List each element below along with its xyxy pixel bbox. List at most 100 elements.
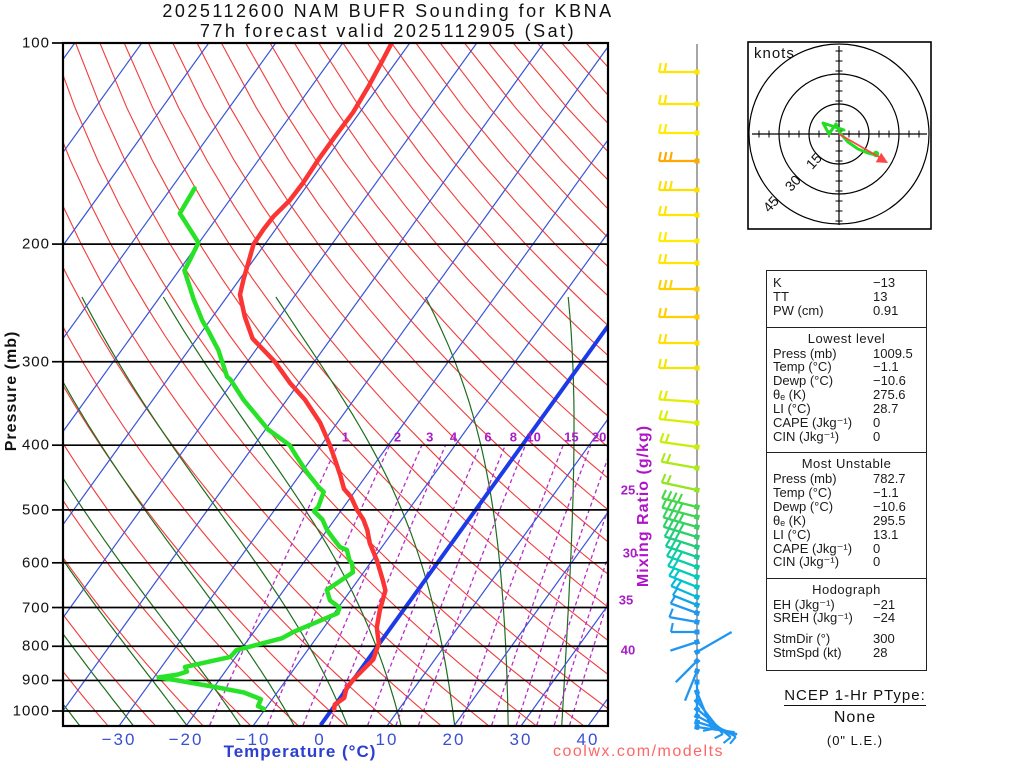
- wind-barb: [657, 62, 700, 75]
- wind-barb-feather: [662, 508, 669, 518]
- wind-barb-feather: [660, 473, 667, 483]
- wind-barb: [657, 231, 700, 244]
- mixing-ratio-line: [417, 444, 527, 726]
- wind-barb-feather: [672, 559, 679, 569]
- dry-adiabat-line: [63, 499, 251, 726]
- indices-box: K −13 TT 13 PW (cm) 0.91: [766, 270, 927, 328]
- isotherm-line: [63, 43, 210, 247]
- wind-barb-feather: [663, 94, 668, 105]
- wind-barb-feather: [663, 180, 668, 191]
- mixing-ratio-value-label: 1: [341, 429, 349, 445]
- dry-adiabat-line: [269, 43, 608, 448]
- wind-barb: [657, 94, 700, 107]
- temperature-tick-label: 20: [442, 730, 466, 749]
- mixing-ratio-value-label: 2: [393, 429, 402, 445]
- pressure-tick-label: 1000: [12, 702, 50, 720]
- wind-barb-feather: [668, 279, 673, 290]
- dry-adiabat-line: [415, 43, 608, 268]
- pressure-tick-label: 600: [21, 554, 50, 572]
- wind-barb-shaft: [696, 714, 737, 738]
- wind-barb-feather: [668, 529, 676, 539]
- wind-barb: [657, 205, 700, 218]
- hodograph-units-label: knots: [754, 45, 795, 62]
- dry-adiabat-line: [318, 43, 608, 387]
- mixing-ratio-axis-label: Mixing Ratio (g/kg): [635, 424, 652, 588]
- wind-barb: [670, 577, 701, 601]
- stat-row: θₑ (K) 295.5: [767, 512, 926, 528]
- stat-value: 0: [873, 428, 881, 444]
- wind-barb-feather: [668, 567, 676, 577]
- title-line2: 77h forecast valid 2025112905 (Sat): [199, 21, 577, 41]
- stat-label: θₑ (K): [773, 512, 807, 528]
- mixing-ratio-right-label: 30: [622, 545, 638, 561]
- hodograph-trace: [821, 121, 878, 157]
- pressure-tick-label: 400: [21, 436, 50, 454]
- mixing-ratio-value-label: 4: [449, 429, 458, 445]
- mixing-ratio-line: [209, 444, 339, 726]
- stat-value: 13.1: [873, 526, 899, 542]
- stat-label: SREH (Jkg⁻¹): [773, 610, 853, 626]
- wind-barb-feather: [673, 521, 680, 531]
- wind-barb-feather: [658, 390, 663, 400]
- wind-barb: [694, 724, 735, 734]
- temperature-axis-label: Temperature (°C): [223, 742, 377, 761]
- title-line1: 2025112600 NAM BUFR Sounding for KBNA: [162, 1, 614, 21]
- dry-adiabat-line: [75, 43, 608, 710]
- wind-barb: [662, 508, 701, 531]
- moist-adiabat-line: [162, 296, 402, 726]
- plot-border: [61, 41, 610, 728]
- dry-adiabat-line: [220, 43, 608, 511]
- dewpoint-profile-curve: [156, 186, 356, 712]
- wind-barb-feather: [674, 531, 681, 541]
- stat-label: Dewp (°C): [773, 498, 834, 514]
- dry-adiabat-line: [148, 43, 608, 608]
- wind-barb-feather: [657, 307, 662, 318]
- wind-barb-shaft: [670, 585, 698, 599]
- temperature-tick-label: −30: [101, 730, 137, 749]
- stat-label: Press (mb): [773, 345, 837, 361]
- wind-barb: [658, 390, 700, 405]
- wind-barb-shaft: [668, 574, 698, 589]
- mixing-ratio-line: [536, 507, 608, 726]
- wind-barb-shaft: [672, 594, 698, 607]
- profile-curves: [156, 43, 394, 712]
- stat-section-title: Most Unstable: [801, 456, 892, 471]
- stat-row: Press (mb) 782.7: [767, 472, 926, 486]
- wind-barb-feather: [667, 519, 675, 529]
- storm-motion-arrowhead: [875, 152, 888, 163]
- wind-barb-feather: [668, 608, 674, 618]
- wind-barb-feather: [666, 490, 673, 501]
- stat-label: CAPE (Jkg⁻¹): [773, 540, 853, 556]
- wind-barb-feather: [669, 595, 677, 604]
- wind-barb-feather: [668, 151, 673, 162]
- dry-adiabat-line: [63, 265, 441, 726]
- wind-barb-column: [657, 44, 738, 745]
- wind-barb-feather: [657, 279, 662, 290]
- stat-label: PW (cm): [773, 302, 824, 318]
- wind-barb-feather: [657, 94, 662, 105]
- wind-barb: [657, 358, 700, 371]
- temperature-tick-label: 30: [509, 730, 533, 749]
- wind-barb-feather: [657, 151, 662, 162]
- dry-adiabat-line: [99, 43, 608, 675]
- stat-value: 0: [873, 554, 881, 570]
- mixing-ratio-value-label: 8: [509, 429, 518, 445]
- wind-barb-feather: [661, 498, 668, 509]
- wind-barb: [683, 667, 701, 702]
- wind-barb-feather: [657, 358, 662, 369]
- stat-row: CIN (Jkg⁻¹) 0: [767, 430, 926, 444]
- moist-adiabat-line: [81, 296, 348, 726]
- wind-barb: [668, 608, 700, 625]
- wind-barb-shaft: [696, 631, 733, 653]
- wind-barb-feather: [663, 253, 668, 264]
- stat-row: LI (°C) 28.7: [767, 402, 926, 416]
- mixing-ratio-value-label: 3: [426, 429, 434, 445]
- wind-barb-feather: [657, 333, 662, 344]
- stat-label: Dewp (°C): [773, 373, 834, 389]
- wind-barb: [674, 657, 701, 684]
- wind-barb: [657, 307, 700, 320]
- stat-row: StmDir (°) 300: [767, 632, 926, 646]
- dry-adiabat-line: [293, 43, 608, 417]
- hodograph: [747, 41, 932, 230]
- wind-barb: [660, 473, 700, 493]
